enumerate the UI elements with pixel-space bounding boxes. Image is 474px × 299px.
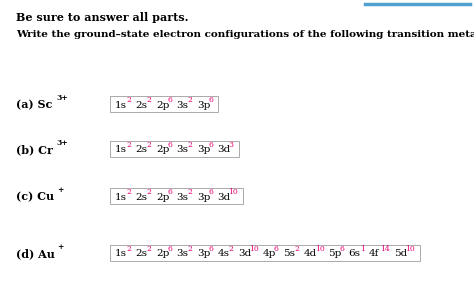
Text: 6: 6 — [274, 245, 279, 253]
Text: 4f: 4f — [369, 249, 380, 259]
Text: 6: 6 — [208, 245, 213, 253]
Text: 6: 6 — [208, 96, 213, 104]
Text: 3p: 3p — [197, 193, 210, 202]
Text: 6: 6 — [167, 245, 172, 253]
Text: 2p: 2p — [156, 146, 169, 155]
Text: 3d: 3d — [217, 193, 230, 202]
Text: 2: 2 — [294, 245, 299, 253]
Text: +: + — [57, 243, 63, 251]
Text: (c) Cu: (c) Cu — [16, 191, 54, 202]
Text: 6: 6 — [167, 188, 172, 196]
Text: 3+: 3+ — [57, 139, 69, 147]
Text: 6: 6 — [167, 141, 172, 149]
Text: 1s: 1s — [115, 249, 127, 259]
Text: (b) Cr: (b) Cr — [16, 144, 53, 155]
Text: 2s: 2s — [136, 100, 147, 109]
Text: 10: 10 — [249, 245, 259, 253]
Text: 6: 6 — [167, 96, 172, 104]
Text: 2: 2 — [188, 96, 192, 104]
Text: 5p: 5p — [328, 249, 342, 259]
Text: 2: 2 — [146, 188, 152, 196]
Text: 2: 2 — [188, 245, 192, 253]
Text: 10: 10 — [228, 188, 238, 196]
Text: Be sure to answer all parts.: Be sure to answer all parts. — [16, 12, 189, 23]
Text: 2: 2 — [126, 188, 131, 196]
Text: 4s: 4s — [217, 249, 229, 259]
Text: +: + — [57, 186, 63, 194]
Text: 5s: 5s — [283, 249, 295, 259]
Text: 6: 6 — [208, 188, 213, 196]
Text: 2s: 2s — [136, 249, 147, 259]
Text: 3p: 3p — [197, 249, 210, 259]
Text: (d) Au: (d) Au — [16, 248, 55, 260]
Text: 14: 14 — [381, 245, 390, 253]
Text: 10: 10 — [315, 245, 324, 253]
Text: 2: 2 — [126, 245, 131, 253]
Text: 2: 2 — [146, 141, 152, 149]
Text: 2s: 2s — [136, 193, 147, 202]
Text: 6: 6 — [208, 141, 213, 149]
Text: 3: 3 — [228, 141, 234, 149]
Text: 6s: 6s — [349, 249, 361, 259]
Text: 2p: 2p — [156, 193, 169, 202]
Text: 3p: 3p — [197, 100, 210, 109]
Text: 1s: 1s — [115, 193, 127, 202]
Text: 2: 2 — [188, 141, 192, 149]
Text: 4d: 4d — [303, 249, 317, 259]
Bar — [110, 141, 239, 157]
Text: 2: 2 — [126, 141, 131, 149]
Bar — [110, 96, 219, 112]
Text: 5d: 5d — [394, 249, 407, 259]
Text: 3s: 3s — [176, 193, 188, 202]
Text: 2: 2 — [228, 245, 233, 253]
Text: 3s: 3s — [176, 249, 188, 259]
Text: 2: 2 — [146, 245, 152, 253]
Text: 4p: 4p — [263, 249, 276, 259]
Text: 2p: 2p — [156, 100, 169, 109]
Text: 3s: 3s — [176, 146, 188, 155]
Text: 1s: 1s — [115, 100, 127, 109]
Text: 6: 6 — [339, 245, 344, 253]
Text: 3+: 3+ — [57, 94, 69, 102]
Text: (a) Sc: (a) Sc — [16, 100, 52, 111]
Bar — [110, 245, 420, 261]
Text: 2: 2 — [188, 188, 192, 196]
Text: 1: 1 — [360, 245, 365, 253]
Text: 2: 2 — [146, 96, 152, 104]
Text: 2p: 2p — [156, 249, 169, 259]
Text: 2: 2 — [126, 96, 131, 104]
Text: 3d: 3d — [217, 146, 230, 155]
Text: 10: 10 — [405, 245, 415, 253]
Text: 1s: 1s — [115, 146, 127, 155]
Bar — [110, 188, 243, 204]
Text: 2s: 2s — [136, 146, 147, 155]
Text: 3d: 3d — [238, 249, 251, 259]
Text: 3s: 3s — [176, 100, 188, 109]
Text: Write the ground–state electron configurations of the following transition metal: Write the ground–state electron configur… — [16, 30, 474, 39]
Text: 3p: 3p — [197, 146, 210, 155]
